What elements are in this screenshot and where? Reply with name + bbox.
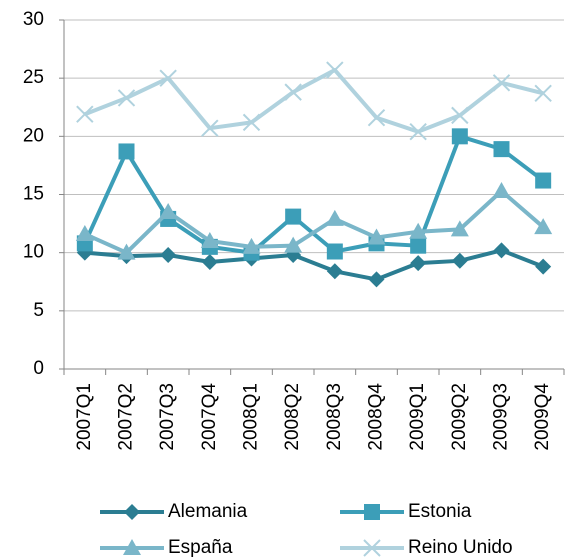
marker [535,172,552,189]
x-tick-label: 2009Q4 [532,383,553,451]
marker [326,61,344,79]
marker [326,263,343,280]
y-tick-label: 25 [23,67,44,88]
marker [117,89,136,107]
marker [326,243,343,260]
y-tick-label: 10 [23,242,44,263]
marker [534,84,552,102]
series-line [84,189,545,255]
x-tick-label: 2008Q3 [324,383,345,451]
x-tick-label: 2009Q2 [449,383,470,451]
marker [242,113,261,132]
y-tick-label: 30 [23,9,44,30]
marker [409,222,428,239]
marker [285,208,302,225]
legend-label: Reino Unido [408,537,513,558]
x-tick-label: 2007Q2 [116,383,137,451]
x-tick-label: 2008Q2 [282,383,303,451]
marker [492,74,511,92]
marker [534,218,553,235]
marker [75,225,94,242]
marker [201,253,218,270]
marker [535,258,552,275]
marker [159,202,178,219]
marker [364,504,380,520]
y-tick-label: 15 [23,184,44,205]
marker [159,69,177,87]
marker [493,242,510,259]
marker [493,141,510,158]
y-tick-label: 0 [33,358,44,379]
x-tick-label: 2008Q1 [241,383,262,451]
marker [368,271,385,288]
legend-label: Alemania [168,501,248,522]
marker [409,122,427,141]
x-tick-label: 2007Q1 [74,383,95,451]
x-tick-label: 2007Q3 [157,383,178,451]
marker [410,255,427,272]
marker [124,504,140,520]
marker [325,209,344,226]
marker [200,232,219,249]
marker [451,106,469,125]
marker [160,246,177,263]
marker [118,143,135,160]
marker [242,237,261,254]
legend-label: Estonia [408,501,472,522]
marker [451,252,468,269]
marker [451,128,468,145]
series-line [84,68,544,134]
marker [363,539,381,557]
y-tick-label: 5 [33,300,44,321]
x-tick-label: 2007Q4 [199,383,220,451]
marker [284,236,303,253]
y-tick-label: 20 [23,125,44,146]
marker [367,228,386,245]
x-tick-label: 2008Q4 [366,383,387,451]
marker [410,237,427,254]
marker [201,119,219,137]
marker [450,220,469,237]
x-tick-label: 2009Q3 [491,383,512,451]
marker [117,243,136,260]
marker [284,83,302,101]
marker [492,182,511,199]
marker [76,105,94,123]
x-tick-label: 2009Q1 [407,383,428,451]
series-line [84,248,544,282]
legend-label: España [168,537,233,558]
marker [367,109,386,127]
marker [123,539,141,555]
